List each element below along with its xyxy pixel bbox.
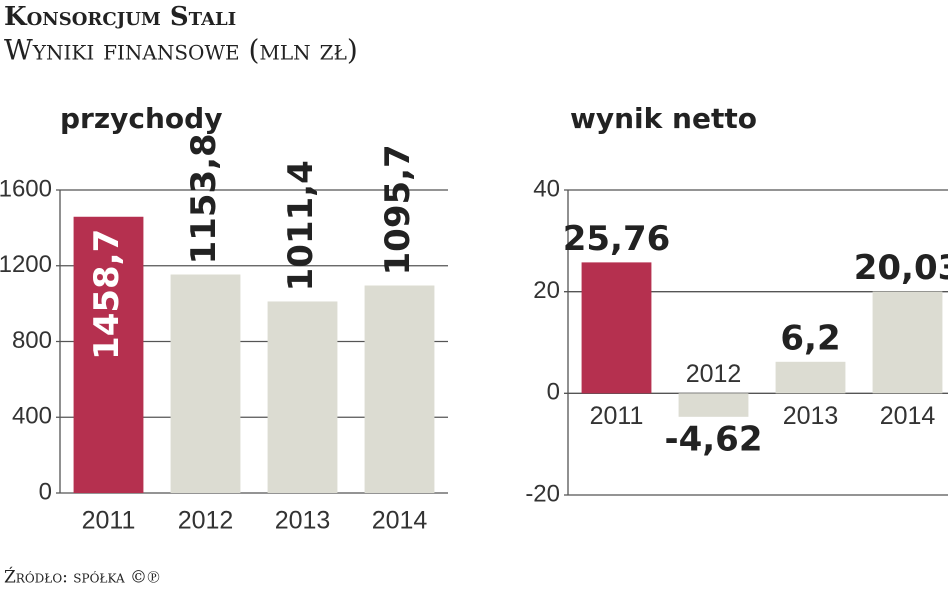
x-tick-label: 2014 <box>372 507 428 535</box>
bar <box>170 274 241 493</box>
source: Źródło: spółka ©℗ <box>4 567 160 588</box>
y-tick-label: 20 <box>533 277 560 304</box>
chart-title: wynik netto <box>570 102 757 135</box>
x-tick-label: 2013 <box>783 402 839 430</box>
value-label: -4,62 <box>665 419 763 459</box>
x-tick-label: 2012 <box>178 507 234 535</box>
chart-title: przychody <box>60 102 222 135</box>
bar <box>678 393 749 417</box>
y-tick-label: 40 <box>533 175 560 202</box>
y-tick-label: 0 <box>39 478 52 505</box>
subtitle: Wyniki finansowe (mln zł) <box>4 34 358 67</box>
y-tick-label: -20 <box>525 480 560 507</box>
y-tick-label: 800 <box>12 327 52 354</box>
value-label: 1095,7 <box>378 144 418 275</box>
bar <box>267 301 338 493</box>
x-tick-label: 2011 <box>82 507 136 535</box>
x-tick-label: 2014 <box>880 402 936 430</box>
y-tick-label: 1600 <box>0 175 52 202</box>
y-tick-label: 400 <box>12 403 52 430</box>
bar <box>581 262 652 394</box>
title: Konsorcjum Stali <box>4 2 236 32</box>
value-label: 25,76 <box>563 219 671 259</box>
y-tick-label: 1200 <box>0 251 52 278</box>
bar <box>872 291 943 394</box>
value-label: 20,03 <box>854 248 948 288</box>
y-tick-label: 0 <box>547 379 560 406</box>
x-tick-label: 2013 <box>275 507 331 535</box>
x-tick-label: 2012 <box>686 360 742 388</box>
value-label: 1011,4 <box>281 160 321 291</box>
bar <box>364 285 435 493</box>
value-label: 1153,8 <box>184 133 224 264</box>
value-label: 1458,7 <box>87 229 127 360</box>
value-label: 6,2 <box>780 318 840 358</box>
bar <box>73 216 144 494</box>
bar <box>775 361 846 394</box>
x-tick-label: 2011 <box>590 402 644 430</box>
